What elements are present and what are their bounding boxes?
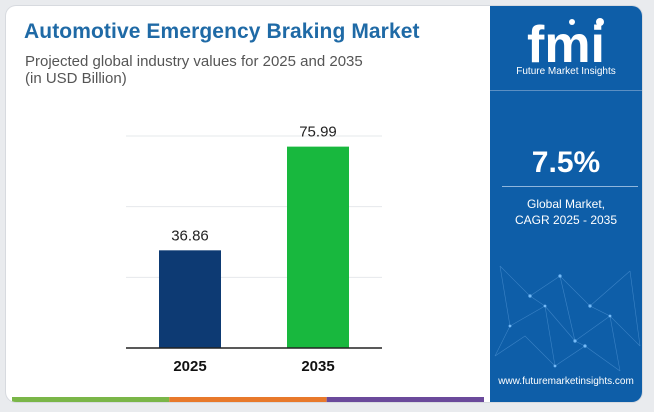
- x-tick-label-2025: 2025: [173, 358, 206, 375]
- bottom-bar-segment: [326, 397, 484, 402]
- bottom-color-bar: [12, 397, 484, 402]
- sidebar-divider: [490, 90, 642, 91]
- svg-text:fmi: fmi: [527, 16, 605, 72]
- chart-subtitle: Projected global industry values for 202…: [25, 53, 425, 87]
- x-tick-label-2035: 2035: [301, 358, 334, 375]
- bar-chart: 36.86 2025 75.99 2035: [126, 124, 382, 375]
- cagr-value: 7.5%: [531, 146, 601, 179]
- data-label-2035: 75.99: [299, 124, 337, 141]
- fmi-logo: fmi: [527, 16, 605, 72]
- bar-2035: [287, 146, 349, 348]
- cagr-label-line-1: Global Market,: [526, 197, 606, 211]
- cagr-divider: [502, 186, 638, 187]
- bottom-bar-segment: [169, 397, 327, 402]
- logo-tagline: Future Market Insights: [516, 66, 616, 77]
- chart-title: Automotive Emergency Braking Market: [24, 20, 420, 43]
- network-graphic: [494, 265, 641, 372]
- sidebar-panel: fmi Future Market Insights 7.5% Global M…: [490, 6, 642, 402]
- infographic-card: Automotive Emergency Braking Market Proj…: [6, 6, 642, 402]
- subtitle-line-2: (in USD Billion): [25, 70, 127, 87]
- data-label-2025: 36.86: [171, 227, 209, 244]
- bar-2025: [159, 250, 221, 348]
- cagr-label-line-2: CAGR 2025 - 2035: [514, 213, 618, 227]
- website-link: www.futuremarketinsights.com: [498, 376, 634, 387]
- bottom-bar-segment: [12, 397, 170, 402]
- cagr-label: Global Market, CAGR 2025 - 2035: [490, 196, 642, 228]
- subtitle-line-1: Projected global industry values for 202…: [25, 53, 363, 70]
